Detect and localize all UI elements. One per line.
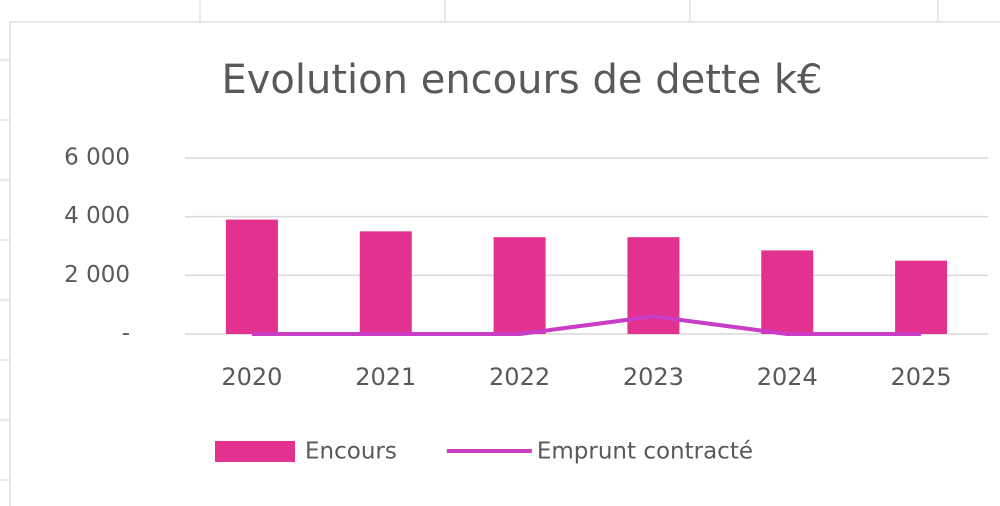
bar [493, 237, 546, 334]
y-tick-label: 2 000 [64, 262, 130, 288]
x-tick-label: 2021 [355, 363, 416, 391]
x-tick-label: 2022 [489, 363, 550, 391]
y-tick-label: 4 000 [64, 203, 130, 229]
x-tick-label: 2020 [221, 363, 282, 391]
chart-title: Evolution encours de dette k€ [221, 57, 822, 103]
x-tick-label: 2024 [757, 363, 818, 391]
y-tick-label: - [122, 321, 130, 347]
x-tick-label: 2025 [891, 363, 952, 391]
legend-label: Encours [305, 439, 397, 465]
line [251, 314, 922, 336]
bar [359, 231, 412, 334]
bar [225, 219, 278, 334]
spreadsheet-grid [0, 0, 939, 481]
legend-label: Emprunt contracté [537, 439, 753, 465]
x-tick-label: 2023 [623, 363, 684, 391]
y-tick-label: 6 000 [64, 145, 130, 171]
bar [761, 250, 814, 334]
bar [895, 260, 948, 334]
legend-swatch [215, 441, 295, 462]
